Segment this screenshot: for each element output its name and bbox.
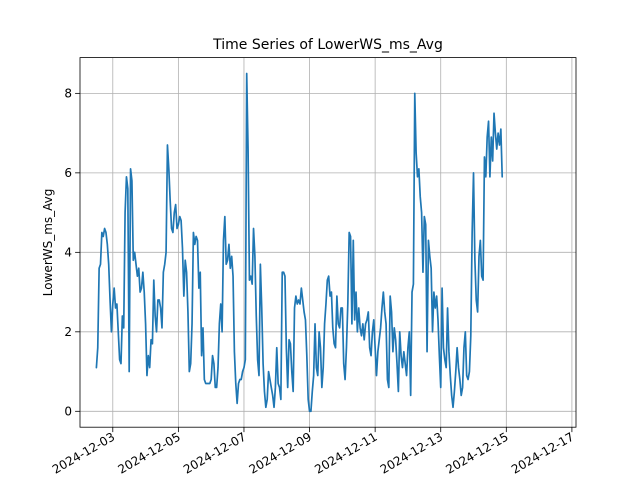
y-tick-label: 2 xyxy=(64,325,72,339)
x-tick-label: 2024-12-15 xyxy=(443,430,510,477)
series-line xyxy=(95,72,504,413)
x-tick-label: 2024-12-17 xyxy=(509,430,576,477)
x-tick-label: 2024-12-11 xyxy=(312,430,379,477)
x-tick-label: 2024-12-09 xyxy=(247,430,314,477)
plot-frame xyxy=(79,57,577,428)
series-layer xyxy=(95,72,504,413)
y-axis: 0 2 4 6 8 xyxy=(64,87,80,419)
chart-title: Time Series of LowerWS_ms_Avg xyxy=(212,37,443,53)
x-tick-label: 2024-12-13 xyxy=(378,430,445,477)
x-tick-label: 2024-12-05 xyxy=(115,430,182,477)
x-tick-label: 2024-12-03 xyxy=(50,430,117,477)
grid xyxy=(80,57,576,428)
y-tick-label: 4 xyxy=(64,246,72,260)
y-axis-label: LowerWS_ms_Avg xyxy=(41,189,55,297)
y-tick-label: 0 xyxy=(64,405,72,419)
x-axis: 2024-12-032024-12-052024-12-072024-12-09… xyxy=(50,427,576,477)
y-tick-label: 6 xyxy=(64,166,72,180)
y-tick-label: 8 xyxy=(64,87,72,101)
x-tick-label: 2024-12-07 xyxy=(181,430,248,477)
